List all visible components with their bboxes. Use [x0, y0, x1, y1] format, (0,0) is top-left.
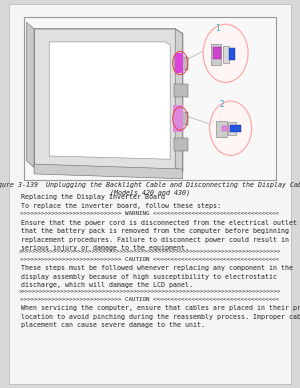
Text: discharge, which will damage the LCD panel.: discharge, which will damage the LCD pan…: [21, 282, 193, 288]
Text: These steps must be followed whenever replacing any component in the: These steps must be followed whenever re…: [21, 265, 293, 271]
FancyBboxPatch shape: [216, 121, 227, 137]
Text: serious injury or damage to the equipment.: serious injury or damage to the equipmen…: [21, 245, 189, 251]
FancyBboxPatch shape: [230, 125, 242, 132]
FancyBboxPatch shape: [175, 53, 183, 73]
FancyBboxPatch shape: [9, 4, 291, 384]
FancyBboxPatch shape: [174, 112, 188, 125]
Text: location to avoid pinching during the reassembly process. Improper cable: location to avoid pinching during the re…: [21, 314, 300, 320]
FancyBboxPatch shape: [24, 17, 276, 180]
Text: display assembly because of high susceptibility to electrostatic: display assembly because of high suscept…: [21, 274, 277, 280]
Text: Ensure that the power cord is disconnected from the electrical outlet and: Ensure that the power cord is disconnect…: [21, 220, 300, 225]
FancyBboxPatch shape: [173, 106, 183, 132]
FancyBboxPatch shape: [223, 45, 229, 63]
Text: >>>>>>>>>>>>>>>>>>>>>>>>>>>>> CAUTION <<<<<<<<<<<<<<<<<<<<<<<<<<<<<<<<<<<<: >>>>>>>>>>>>>>>>>>>>>>>>>>>>> CAUTION <<…: [20, 257, 280, 262]
Text: Replacing the Display Inverter Board: Replacing the Display Inverter Board: [21, 194, 165, 200]
Circle shape: [203, 24, 248, 82]
Text: >>>>>>>>>>>>>>>>>>>>>>>>>>>>> WARNING <<<<<<<<<<<<<<<<<<<<<<<<<<<<<<<<<<<<: >>>>>>>>>>>>>>>>>>>>>>>>>>>>> WARNING <<…: [20, 211, 280, 216]
Text: replacement procedures. Failure to disconnect power could result in: replacement procedures. Failure to disco…: [21, 237, 289, 242]
FancyBboxPatch shape: [213, 47, 220, 59]
FancyBboxPatch shape: [229, 48, 235, 60]
FancyBboxPatch shape: [222, 126, 229, 132]
Text: >>>>>>>>>>>>>>>>>>>>>>>>>>>>> CAUTION <<<<<<<<<<<<<<<<<<<<<<<<<<<<<<<<<<<<: >>>>>>>>>>>>>>>>>>>>>>>>>>>>> CAUTION <<…: [20, 297, 280, 302]
Polygon shape: [26, 23, 34, 167]
Polygon shape: [34, 29, 183, 172]
FancyBboxPatch shape: [174, 57, 188, 69]
Text: 2: 2: [219, 100, 224, 109]
Circle shape: [210, 101, 252, 156]
Text: (Models 420 and 430): (Models 420 and 430): [110, 189, 190, 196]
FancyBboxPatch shape: [211, 43, 221, 65]
Text: To replace the inverter board, follow these steps:: To replace the inverter board, follow th…: [21, 203, 221, 208]
Polygon shape: [175, 29, 183, 172]
Polygon shape: [34, 164, 183, 179]
FancyBboxPatch shape: [174, 138, 188, 151]
Text: placement can cause severe damage to the unit.: placement can cause severe damage to the…: [21, 322, 205, 328]
FancyBboxPatch shape: [174, 84, 188, 97]
Text: >>>>>>>>>>>>>>>>>>>>>>>>>>>>>>>>>>>>>>>>>>>>>>>>>>>>>>>>>>>>>>>>>>>>>>>>>>>: >>>>>>>>>>>>>>>>>>>>>>>>>>>>>>>>>>>>>>>>…: [19, 249, 281, 254]
Text: that the battery pack is removed from the computer before beginning: that the battery pack is removed from th…: [21, 228, 289, 234]
Text: >>>>>>>>>>>>>>>>>>>>>>>>>>>>>>>>>>>>>>>>>>>>>>>>>>>>>>>>>>>>>>>>>>>>>>>>>>>: >>>>>>>>>>>>>>>>>>>>>>>>>>>>>>>>>>>>>>>>…: [19, 289, 281, 294]
Text: 1: 1: [215, 24, 220, 33]
Text: When servicing the computer, ensure that cables are placed in their proper: When servicing the computer, ensure that…: [21, 305, 300, 311]
Text: Figure 3-139  Unplugging the Backlight Cable and Disconnecting the Display Cable: Figure 3-139 Unplugging the Backlight Ca…: [0, 182, 300, 189]
FancyBboxPatch shape: [228, 122, 236, 135]
Polygon shape: [49, 42, 170, 159]
